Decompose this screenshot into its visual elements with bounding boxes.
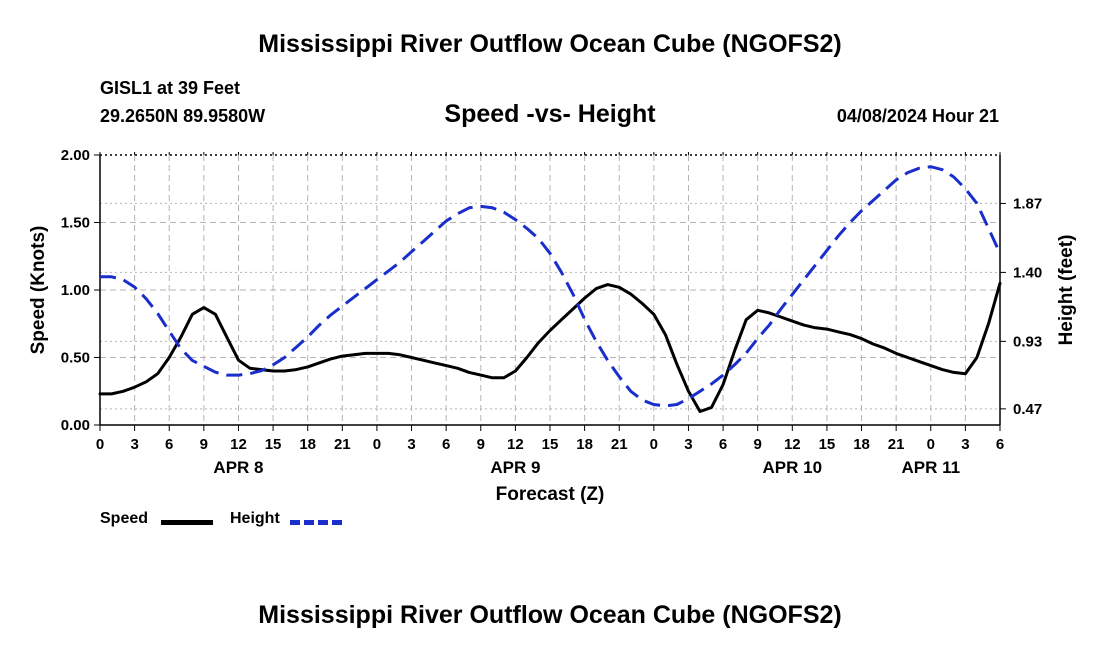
y2-tick-label: 1.40 xyxy=(1013,264,1042,281)
x-tick-label: 3 xyxy=(684,436,692,453)
x-day-label: APR 11 xyxy=(901,458,960,477)
x-tick-label: 21 xyxy=(334,436,351,453)
y-tick-label: 0.00 xyxy=(61,417,90,434)
chart-title: Mississippi River Outflow Ocean Cube (NG… xyxy=(258,30,842,58)
legend-height-swatch xyxy=(290,520,342,525)
x-tick-label: 0 xyxy=(373,436,381,453)
y-tick-label: 2.00 xyxy=(61,147,90,164)
x-tick-label: 15 xyxy=(265,436,282,453)
x-tick-label: 15 xyxy=(542,436,559,453)
y2-tick-label: 0.47 xyxy=(1013,401,1042,418)
x-tick-label: 12 xyxy=(784,436,801,453)
x-tick-label: 12 xyxy=(507,436,524,453)
x-tick-label: 0 xyxy=(927,436,935,453)
y-tick-label: 1.50 xyxy=(61,215,90,232)
x-tick-label: 3 xyxy=(961,436,969,453)
x-tick-label: 21 xyxy=(888,436,905,453)
y-tick-label: 1.00 xyxy=(61,282,90,299)
x-day-label: APR 9 xyxy=(490,458,540,477)
series-height-line xyxy=(100,165,1002,408)
speed-height-chart: 0 3 6 9 12 15 18 21 0 3 6 9 12 15 18 21 0 3 6 9 12 15 18 21 0 3 6 0… xyxy=(28,147,1077,505)
forecast-datetime: 04/08/2024 Hour 21 xyxy=(836,106,999,126)
legend-speed-swatch xyxy=(161,520,213,525)
x-tick-label: 18 xyxy=(853,436,870,453)
x-tick-label: 18 xyxy=(299,436,316,453)
footer-title: Mississippi River Outflow Ocean Cube (NG… xyxy=(258,601,842,629)
y-tick-label: 0.50 xyxy=(61,350,90,367)
x-tick-label: 6 xyxy=(996,436,1004,453)
x-tick-label: 3 xyxy=(407,436,415,453)
x-day-label: APR 10 xyxy=(763,458,823,477)
station-coords: 29.2650N 89.9580W xyxy=(100,106,266,126)
x-axis-title: Forecast (Z) xyxy=(496,484,605,505)
x-tick-label: 12 xyxy=(230,436,247,453)
x-tick-label: 3 xyxy=(130,436,138,453)
x-tick-label: 21 xyxy=(611,436,628,453)
series-speed-line xyxy=(98,281,1002,413)
y-axis-title: Speed (Knots) xyxy=(28,226,49,355)
x-tick-label: 0 xyxy=(650,436,658,453)
y2-tick-label: 0.93 xyxy=(1013,333,1042,350)
x-tick-label: 0 xyxy=(96,436,104,453)
chart-subtitle: Speed -vs- Height xyxy=(444,100,656,128)
x-tick-label: 6 xyxy=(719,436,727,453)
x-tick-label: 15 xyxy=(819,436,836,453)
x-day-label: APR 8 xyxy=(213,458,263,477)
x-tick-label: 18 xyxy=(576,436,593,453)
x-tick-label: 9 xyxy=(200,436,208,453)
station-label: GISL1 at 39 Feet xyxy=(100,78,241,98)
legend-speed-label: Speed xyxy=(100,510,149,527)
x-tick-label: 6 xyxy=(442,436,450,453)
x-tick-label: 9 xyxy=(477,436,485,453)
x-tick-label: 6 xyxy=(165,436,173,453)
x-tick-label: 9 xyxy=(754,436,762,453)
y2-tick-label: 1.87 xyxy=(1013,195,1042,212)
legend-height-label: Height xyxy=(230,510,280,527)
y2-axis-title: Height (feet) xyxy=(1056,235,1077,346)
